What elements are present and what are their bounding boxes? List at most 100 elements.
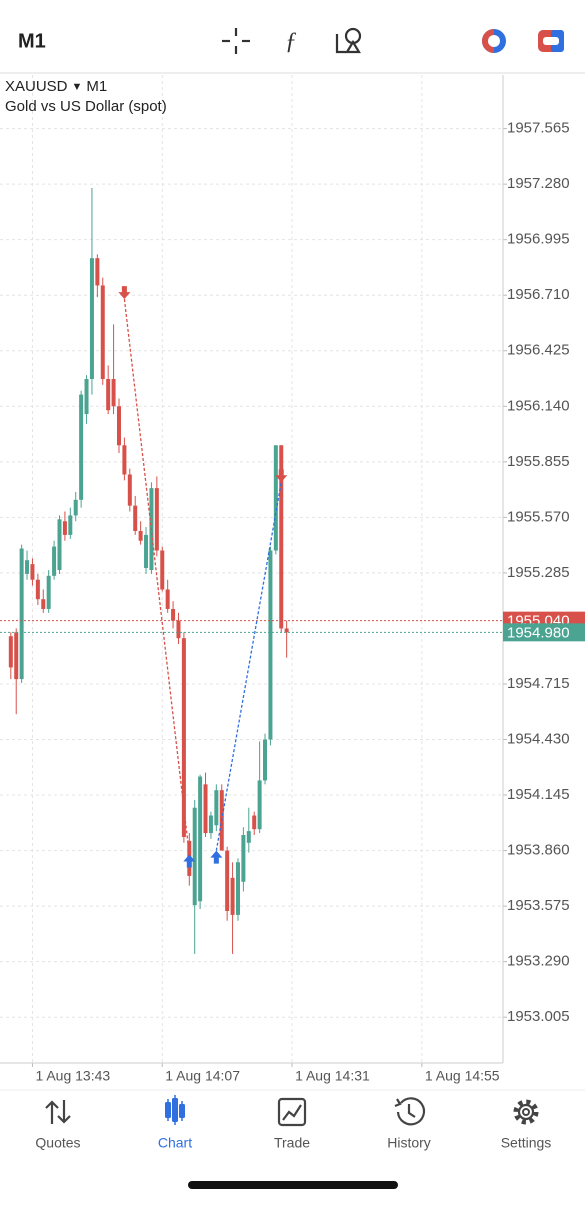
settings-icon (513, 1099, 539, 1125)
candle-body (257, 780, 262, 830)
y-tick-label: 1956.140 (507, 397, 570, 414)
y-tick-label: 1953.575 (507, 897, 570, 914)
candle-body (208, 815, 213, 834)
candle-body (25, 560, 30, 574)
x-tick-label: 1 Aug 14:31 (295, 1068, 370, 1084)
candle-body (203, 784, 208, 834)
deal-arrow[interactable] (183, 854, 196, 868)
chart-timeframe: M1 (86, 78, 107, 95)
nav-item[interactable]: Trade (274, 1097, 310, 1151)
candle-body (252, 815, 257, 830)
candle-body (246, 831, 251, 843)
candle-body (138, 531, 143, 541)
chart-icon-body (179, 1104, 185, 1118)
candle-body (73, 499, 78, 516)
position-line (123, 299, 190, 855)
candle-body (225, 850, 230, 911)
candle-body (89, 258, 94, 379)
nav-label: History (387, 1135, 431, 1151)
history-icon (394, 1097, 426, 1126)
chart[interactable]: 1957.565 1957.280 1956.995 1956.710 1956.425… (0, 75, 585, 1084)
candle-body (284, 628, 289, 633)
nav-item[interactable]: History (387, 1097, 431, 1151)
y-tick-label: 1955.855 (507, 453, 570, 470)
candle-body (122, 445, 127, 475)
timeframe-button[interactable]: M1 (18, 30, 46, 52)
y-tick-label: 1957.280 (507, 175, 570, 192)
candle-body (8, 636, 13, 668)
y-tick-label: 1956.710 (507, 286, 570, 303)
nav-item[interactable]: Chart (158, 1095, 192, 1151)
chart-icon-body (172, 1098, 178, 1122)
x-tick-label: 1 Aug 13:43 (35, 1068, 110, 1084)
candle-body (198, 776, 203, 902)
y-tick-label: 1953.005 (507, 1008, 570, 1025)
deal-arrow[interactable] (275, 469, 288, 483)
candle-body (263, 739, 268, 781)
y-tick-label: 1957.565 (507, 120, 570, 137)
candle-body (160, 550, 165, 590)
settings-icon-ring (517, 1103, 535, 1121)
nav-item[interactable]: Settings (501, 1099, 552, 1151)
candle-body (46, 575, 51, 609)
candle-body (165, 589, 170, 609)
price-label: 1954.980 (507, 624, 570, 641)
y-tick-label: 1954.430 (507, 730, 570, 747)
candle-body (154, 488, 159, 551)
account-icon[interactable] (538, 30, 564, 52)
y-tick-label: 1956.425 (507, 342, 570, 359)
candle-body (57, 519, 62, 570)
candle-body (79, 394, 84, 500)
price-label-box (503, 623, 585, 642)
candle-body (181, 638, 186, 837)
nav-item[interactable]: Quotes (35, 1100, 81, 1151)
candle-body (230, 877, 235, 915)
candle-body (84, 379, 89, 415)
candle-body (41, 599, 46, 609)
symbol: XAUUSD (5, 78, 68, 95)
candle-body (127, 474, 132, 506)
bottom-nav: Quotes Chart Trade History Settings (0, 1089, 585, 1151)
candle-body (116, 406, 121, 446)
symbol-description: Gold vs US Dollar (spot) (5, 98, 167, 115)
nav-label: Trade (274, 1135, 310, 1151)
indicators-icon[interactable]: ƒ (285, 29, 297, 55)
deal-arrow[interactable] (118, 286, 131, 300)
candle-body (62, 521, 67, 535)
candle-body (100, 285, 105, 379)
candle-body (268, 550, 273, 740)
nav-label: Chart (158, 1135, 192, 1151)
x-tick-label: 1 Aug 14:07 (165, 1068, 240, 1084)
candle-body (241, 835, 246, 882)
candle-body (14, 632, 19, 680)
candle-body (273, 445, 278, 551)
quotes-icon (45, 1100, 71, 1124)
candle-body (171, 608, 176, 621)
nav-label: Quotes (35, 1135, 80, 1151)
candle-body (144, 534, 149, 569)
y-tick-label: 1953.860 (507, 842, 570, 859)
y-tick-label: 1955.570 (507, 508, 570, 525)
deal-arrow[interactable] (210, 850, 223, 864)
y-tick-label: 1954.145 (507, 786, 570, 803)
crosshair-icon[interactable] (222, 28, 250, 54)
x-tick-label: 1 Aug 14:55 (425, 1068, 500, 1084)
candle-body (30, 564, 35, 580)
trade-nav-icon (277, 1097, 307, 1127)
dropdown-glyph: ▼ (72, 81, 83, 93)
candle-body (19, 548, 24, 680)
chart-icon-body (165, 1102, 171, 1118)
nav-label: Settings (501, 1135, 552, 1151)
home-indicator (188, 1181, 398, 1189)
objects-icon[interactable] (335, 27, 362, 54)
candle-body (111, 379, 116, 407)
trade-icon[interactable] (482, 29, 506, 53)
candle-body (133, 505, 138, 531)
candle-body (35, 579, 40, 600)
candle-body (214, 790, 219, 826)
symbol-line: XAUUSD ▼ M1 (5, 78, 107, 95)
candle-body (106, 379, 111, 411)
y-tick-label: 1956.995 (507, 231, 570, 248)
